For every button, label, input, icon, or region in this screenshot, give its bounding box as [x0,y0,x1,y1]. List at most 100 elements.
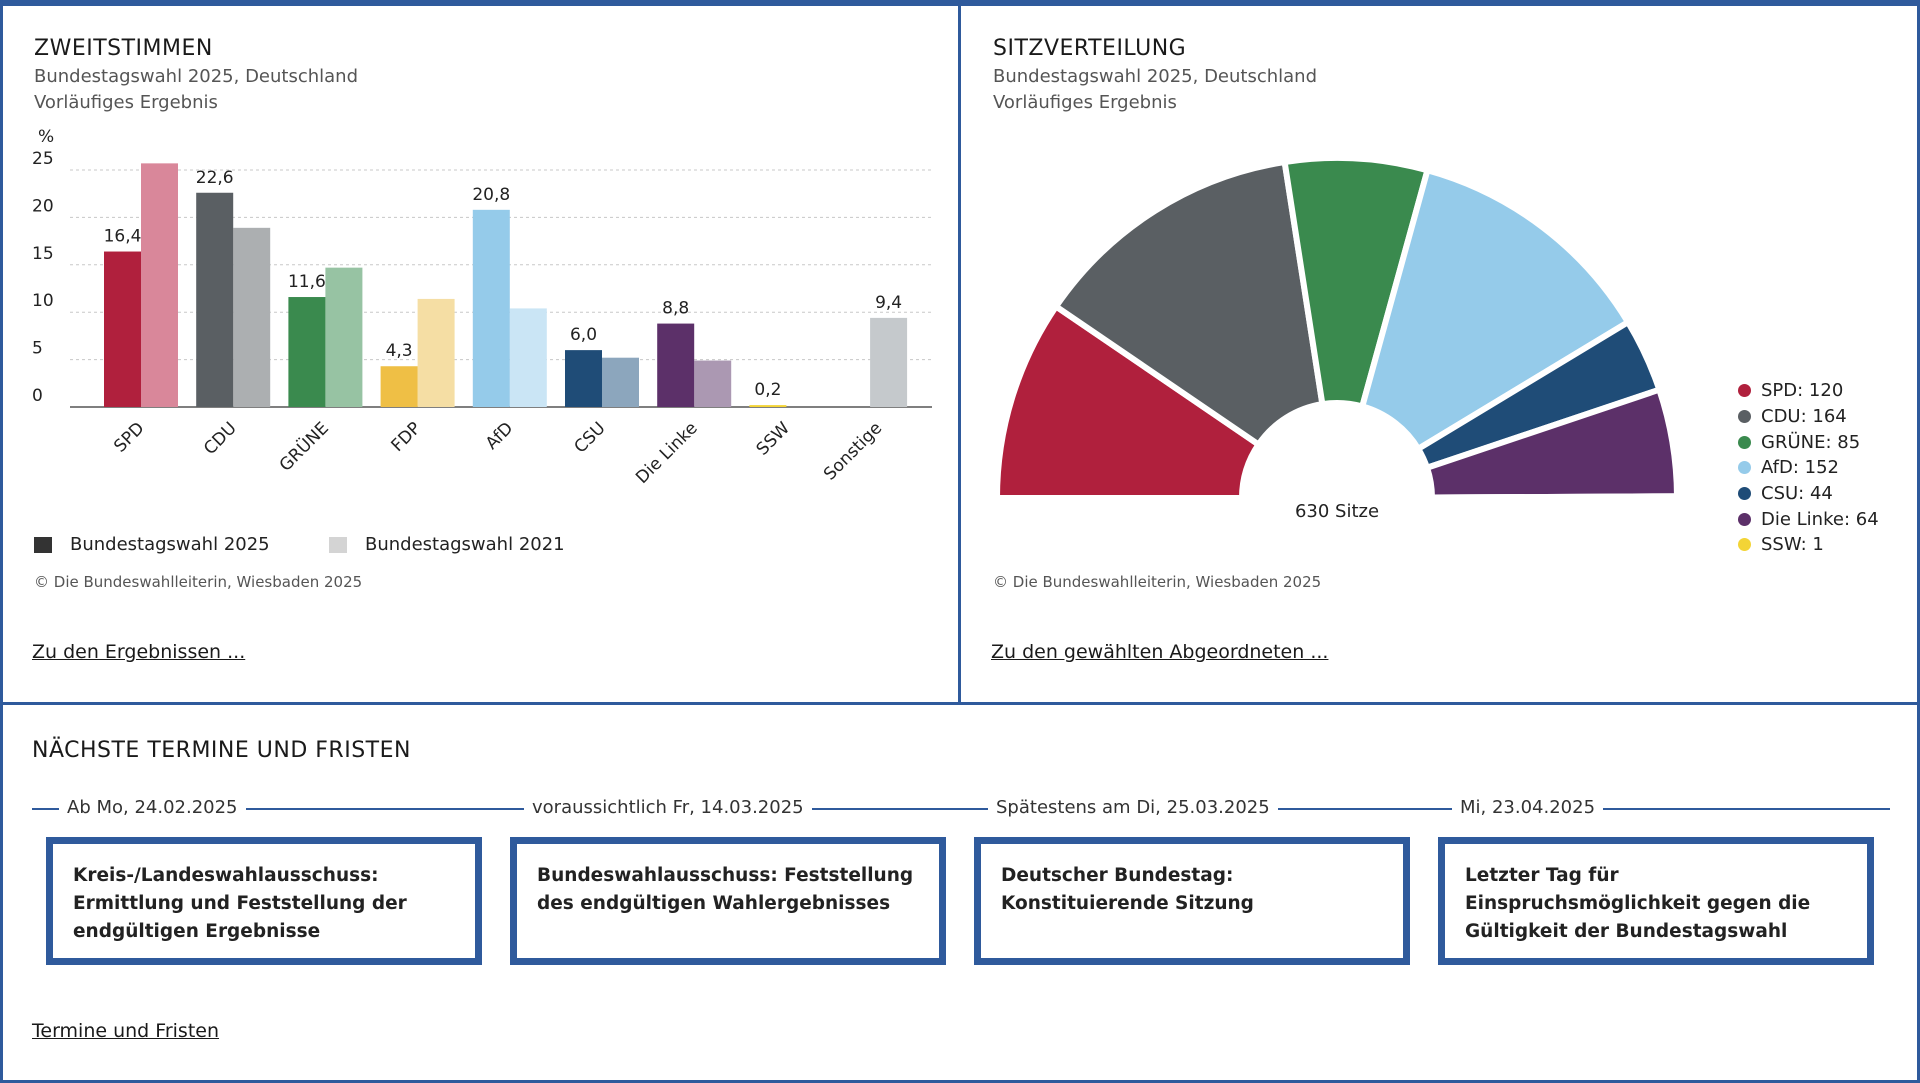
x-tick-label-afd: AfD [482,418,517,453]
seat-legend-label: SPD: 120 [1761,380,1844,402]
seat-legend-item-ssw: SSW: 1 [1738,532,1879,558]
seat-legend-dot [1738,487,1751,501]
legend-item-2025: Bundestagswahl 2025 [34,534,270,555]
bar-2021-grüne [325,267,363,407]
seat-legend-dot [1738,461,1751,475]
seat-legend-dot [1738,512,1751,526]
bar-2021-cdu [233,227,271,407]
right-panel-title: SITZVERTEILUNG [993,36,1187,61]
deadline-card-text-1: Kreis-/Landeswahlausschuss: Ermittlung u… [73,865,407,942]
seat-slice-spd [994,303,1262,501]
left-panel-title: ZWEITSTIMMEN [34,36,213,61]
y-tick-label: 25 [32,149,54,169]
deadline-card-text-4: Letzter Tag für Einspruchsmöglichkeit ge… [1465,865,1811,942]
bar-2025-cdu [196,192,234,407]
seat-legend-item-spd: SPD: 120 [1738,378,1879,404]
value-label-ssw: 0,2 [754,380,781,400]
bar-2021-fdp [417,298,455,407]
legend-swatch-2021 [329,536,347,553]
bar-2025-die-linke [657,323,695,407]
y-tick-label: 10 [32,291,54,311]
timeline-line [32,808,1890,810]
y-tick-label: 0 [32,386,43,406]
seat-total-label: 630 Sitze [1295,501,1379,520]
x-tick-label-die-linke: Die Linke [632,418,702,488]
x-tick-label-csu: CSU [571,418,610,457]
bar-2025-fdp [380,366,418,407]
seat-slice-afd [1359,167,1631,452]
deadline-date-1: Ab Mo, 24.02.2025 [59,797,246,818]
seat-legend-item-csu: CSU: 44 [1738,481,1879,507]
seat-legend: SPD: 120 CDU: 164 GRÜNE: 85 AfD: 152 CSU: 44… [1738,378,1879,558]
seat-chart: 630 Sitze [994,155,1681,520]
value-label-spd: 16,4 [104,227,142,247]
left-panel-subtitle-2: Vorläufiges Ergebnis [34,92,218,113]
bar-2021-spd [141,163,178,407]
bar-2021-afd [509,308,547,407]
deadline-card-2: Bundeswahlausschuss: Feststellung des en… [510,837,946,965]
deadline-card-text-2: Bundeswahlausschuss: Feststellung des en… [537,865,914,914]
seat-legend-dot [1738,410,1751,424]
x-tick-label-cdu: CDU [200,418,241,459]
value-label-cdu: 22,6 [196,168,234,188]
panel-divider-horizontal [0,702,1920,705]
right-panel-subtitle-2: Vorläufiges Ergebnis [993,92,1177,113]
value-label-die-linke: 8,8 [662,299,689,319]
seat-legend-label: Die Linke: 64 [1761,508,1879,530]
seat-legend-dot [1738,435,1751,449]
x-tick-label-sonstige: Sonstige [820,418,886,484]
seat-slice-cdu [1053,159,1326,448]
x-tick-label-fdp: FDP [388,418,426,456]
right-panel-subtitle-1: Bundestagswahl 2025, Deutschland [993,66,1318,87]
bar-2021-die-linke [694,360,732,407]
value-label-csu: 6,0 [570,325,597,345]
seat-legend-dot [1738,384,1751,398]
results-link[interactable]: Zu den Ergebnissen ... [32,641,246,663]
bar-2021-csu [602,357,639,407]
value-label-fdp: 4,3 [386,341,413,361]
deadline-date-4: Mi, 23.04.2025 [1452,797,1604,818]
value-label-sonstige: 9,4 [875,293,902,313]
left-panel-subtitle-1: Bundestagswahl 2025, Deutschland [34,66,359,87]
value-label-grüne: 11,6 [288,272,326,292]
bar-2025-csu [565,350,602,407]
bar-2025-afd [472,209,510,407]
seat-legend-dot [1738,538,1751,552]
legend-swatch-2025 [34,536,52,553]
deadline-date-2: voraussichtlich Fr, 14.03.2025 [524,797,812,818]
deadlines-link[interactable]: Termine und Fristen [32,1020,220,1042]
y-tick-label: 20 [32,196,54,216]
seat-slice-die-linke [1424,386,1680,501]
deadline-card-3: Deutscher Bundestag: Konstituierende Sit… [974,837,1410,965]
bar-2025-spd [104,251,141,407]
deputies-link[interactable]: Zu den gewählten Abgeordneten ... [991,641,1329,663]
bar-2025-grüne [288,297,326,407]
panel-divider-vertical [958,0,961,705]
left-copyright: © Die Bundeswahlleiterin, Wiesbaden 2025 [34,573,363,591]
deadlines-title: NÄCHSTE TERMINE UND FRISTEN [32,738,411,763]
y-axis-unit: % [38,127,54,147]
legend-label-2021: Bundestagswahl 2021 [365,534,565,555]
bar-2025-ssw [749,405,787,407]
seat-legend-item-die-linke: Die Linke: 64 [1738,506,1879,532]
legend-item-2021: Bundestagswahl 2021 [329,534,565,555]
seat-legend-label: SSW: 1 [1761,534,1824,556]
right-copyright: © Die Bundeswahlleiterin, Wiesbaden 2025 [993,573,1322,591]
seat-slice-grüne [1281,155,1431,410]
deadline-card-1: Kreis-/Landeswahlausschuss: Ermittlung u… [46,837,482,965]
y-tick-label: 5 [32,339,43,359]
seat-legend-item-grüne: GRÜNE: 85 [1738,429,1879,455]
x-tick-label-ssw: SSW [753,418,794,459]
bar-chart: % 0 5 10 15 20 25 16,4 SPD 22,6 CDU 11,6 GRÜNE 4,3 FDP… [32,127,932,488]
bar-2025-sonstige [870,317,908,407]
seat-legend-label: CSU: 44 [1761,483,1833,505]
x-tick-label-spd: SPD [110,418,148,456]
deadline-card-text-3: Deutscher Bundestag: Konstituierende Sit… [1001,865,1254,914]
left-panel-subtitle: Bundestagswahl 2025, Deutschland Vorläuf… [34,64,358,116]
value-label-afd: 20,8 [472,185,510,205]
right-panel-subtitle: Bundestagswahl 2025, Deutschland Vorläuf… [993,64,1317,116]
seat-legend-item-afd: AfD: 152 [1738,455,1879,481]
seat-legend-label: AfD: 152 [1761,457,1840,479]
deadline-card-4: Letzter Tag für Einspruchsmöglichkeit ge… [1438,837,1874,965]
seat-slice-ssw [1428,493,1681,501]
